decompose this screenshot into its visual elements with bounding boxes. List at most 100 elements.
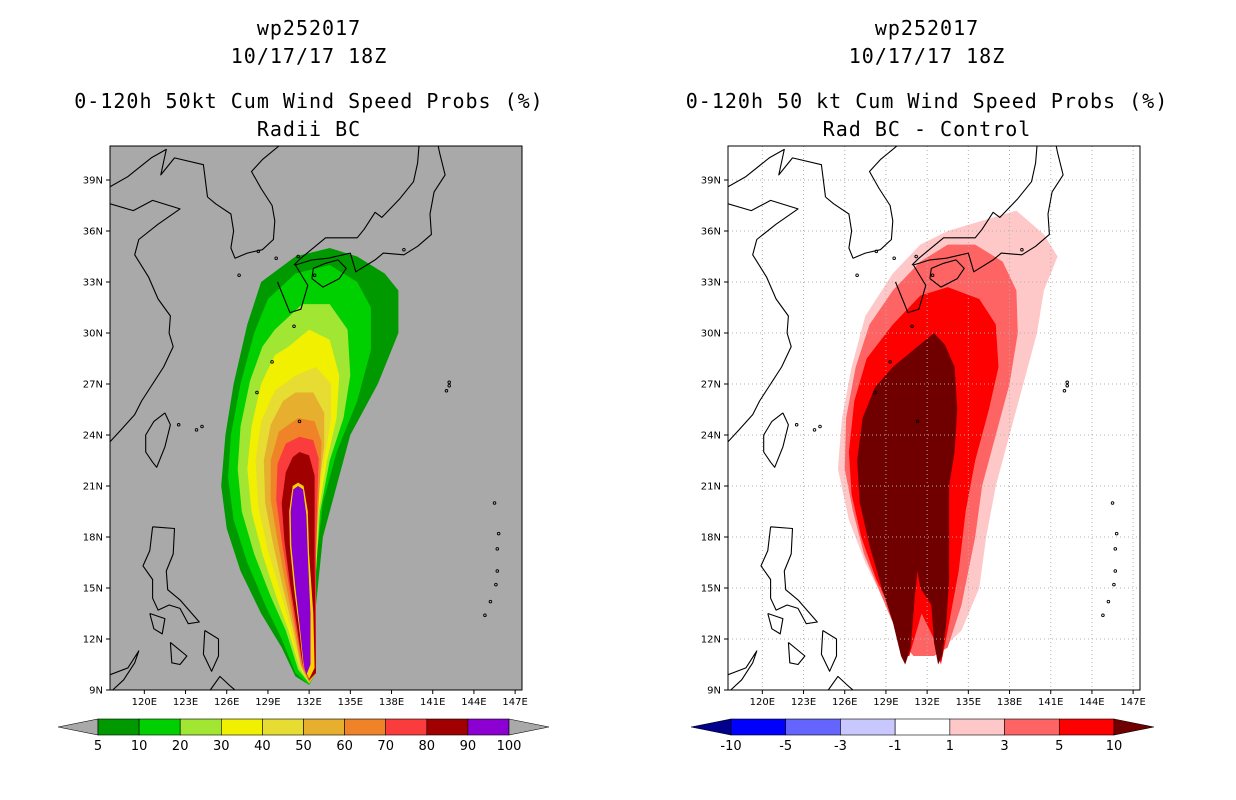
shikoku-coastline xyxy=(311,259,347,288)
map-frame xyxy=(727,145,1141,691)
x-tick-label: 120E xyxy=(132,697,157,708)
mindanao-coastline xyxy=(193,675,236,690)
island-outline xyxy=(255,390,259,395)
visayas-coastline xyxy=(202,630,220,672)
colorbar-label: -1 xyxy=(889,739,902,754)
island-outline xyxy=(296,254,300,259)
left-chart-svg: 120E 123E 126E 129E 132E 135E 138E 141E 144E 147E… xyxy=(57,145,550,754)
colorbar-label: 100 xyxy=(497,739,522,754)
chart-subtitle: Radii BC xyxy=(256,117,362,141)
colorbar-label: 80 xyxy=(419,739,436,754)
colorbar-segment xyxy=(426,718,469,736)
colorbar-label: 50 xyxy=(295,739,312,754)
y-tick-label: 33N xyxy=(83,278,103,289)
colorbar-label: 30 xyxy=(213,739,230,754)
colorbar-extend-right xyxy=(508,718,550,736)
island-outline xyxy=(1106,599,1111,604)
colorbar-segment xyxy=(1004,718,1060,736)
x-tick-label: 129E xyxy=(255,697,280,708)
map-frame xyxy=(109,145,523,691)
island-outline xyxy=(270,360,274,364)
y-tick-label: 39N xyxy=(83,176,103,187)
chart-date: 10/17/17 18Z xyxy=(848,44,1006,68)
island-outline xyxy=(930,273,935,277)
island-outline xyxy=(1112,582,1116,587)
x-tick-label: 144E xyxy=(461,697,486,708)
right-chart-panel: wp252017 10/17/17 18Z 0-120h 50 kt Cum W… xyxy=(618,0,1236,800)
island-outline xyxy=(1114,531,1119,536)
island-outline xyxy=(200,424,204,429)
island-outline xyxy=(274,256,278,260)
colorbar-segment xyxy=(97,718,140,736)
island-outline xyxy=(910,324,914,328)
x-tick-label: 120E xyxy=(750,697,775,708)
chart-title: 0-120h 50 kt Cum Wind Speed Probs (%) xyxy=(685,89,1169,113)
colorbar-segment xyxy=(262,718,304,736)
colorbar-label: 70 xyxy=(377,739,394,754)
island-outline xyxy=(794,423,799,427)
colorbar-label: 60 xyxy=(336,739,353,754)
island-outline xyxy=(495,569,500,573)
colorbar-extend-left xyxy=(57,718,99,736)
korea-coastline xyxy=(207,146,280,259)
colorbar-segment xyxy=(179,718,222,736)
island-outline xyxy=(447,380,451,385)
japan-coastline xyxy=(276,146,446,314)
island-outline xyxy=(496,531,501,536)
y-tick-label: 21N xyxy=(83,482,103,493)
island-outline xyxy=(447,383,451,388)
island-outline xyxy=(874,249,879,254)
island-outline xyxy=(488,599,493,604)
chart-subtitle: Rad BC - Control xyxy=(822,117,1032,141)
island-outline xyxy=(292,324,296,328)
y-tick-label: 15N xyxy=(701,584,721,595)
island-outline xyxy=(1065,383,1069,388)
mindoro-coastline xyxy=(149,612,166,635)
colorbar-segment xyxy=(1058,718,1115,736)
island-outline xyxy=(312,273,317,277)
colorbar-segment xyxy=(840,718,896,736)
y-tick-label: 9N xyxy=(707,686,721,697)
colorbar-extend-right xyxy=(1113,718,1155,736)
island-outline xyxy=(812,428,817,432)
island-outline xyxy=(194,428,199,432)
colorbar-segment xyxy=(467,718,510,736)
x-tick-label: 135E xyxy=(956,697,981,708)
x-tick-label: 129E xyxy=(873,697,898,708)
colorbar-label: 90 xyxy=(460,739,477,754)
island-outline xyxy=(1113,569,1118,573)
colorbar-label: -5 xyxy=(779,739,792,754)
y-tick-label: 18N xyxy=(83,533,103,544)
island-outline xyxy=(873,390,877,395)
island-outline xyxy=(1101,613,1105,617)
luzon-coastline xyxy=(142,526,200,625)
y-tick-label: 36N xyxy=(701,227,721,238)
x-tick-label: 132E xyxy=(914,697,939,708)
chart-title: 0-120h 50kt Cum Wind Speed Probs (%) xyxy=(74,89,544,113)
map-layer xyxy=(110,146,501,690)
x-tick-label: 132E xyxy=(296,697,321,708)
island-outline xyxy=(237,273,241,277)
contour-level-10 xyxy=(857,333,958,665)
x-tick-label: 141E xyxy=(420,697,445,708)
colorbar-label: 3 xyxy=(1000,739,1008,754)
colorbar-segment xyxy=(138,718,181,736)
colorbar-segment xyxy=(949,718,1005,736)
panay-coastline xyxy=(169,641,188,666)
chart-storm-id: wp252017 xyxy=(256,16,362,40)
chart-storm-id: wp252017 xyxy=(874,16,980,40)
y-tick-label: 21N xyxy=(701,482,721,493)
japan-coastline xyxy=(894,146,1064,314)
shandong-coastline xyxy=(728,199,799,443)
taiwan-coastline xyxy=(763,412,789,468)
chart-date: 10/17/17 18Z xyxy=(230,44,388,68)
y-tick-label: 36N xyxy=(83,227,103,238)
right-chart-svg: 120E 123E 126E 129E 132E 135E 138E 141E 144E 147E… xyxy=(690,145,1155,754)
palawan-coastline xyxy=(728,650,758,690)
shandong-coastline xyxy=(110,199,181,443)
map-layer xyxy=(728,146,1140,717)
colorbar-label: 10 xyxy=(1106,739,1123,754)
colorbar-label: 20 xyxy=(172,739,189,754)
island-outline xyxy=(960,714,963,717)
x-tick-label: 138E xyxy=(379,697,404,708)
